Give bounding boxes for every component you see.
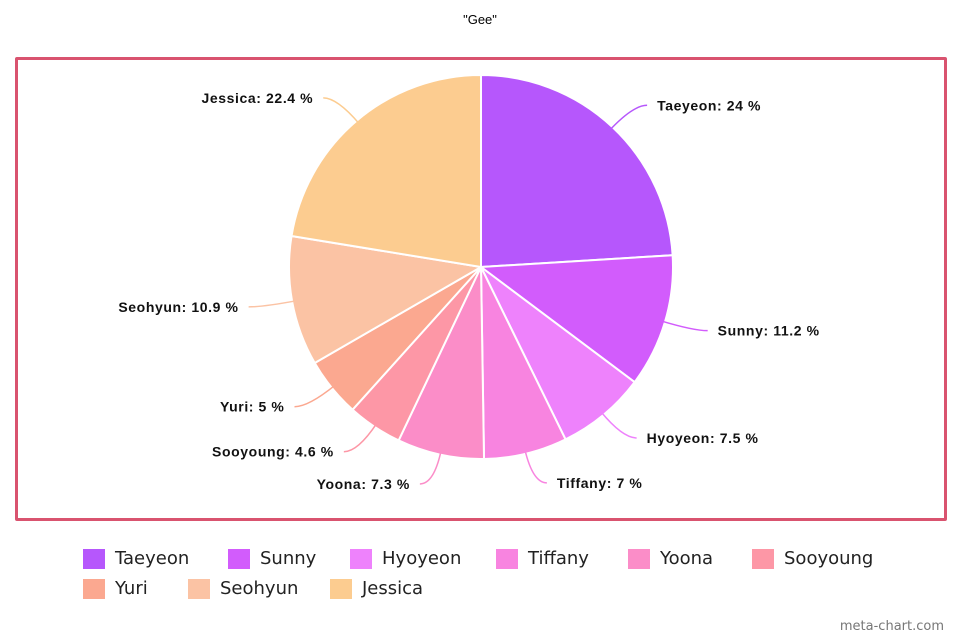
- pie-slice-jessica[interactable]: [290, 73, 482, 269]
- legend-item-yuri[interactable]: Yuri: [83, 578, 148, 599]
- data-label-jessica: Jessica: 22.4 %: [201, 90, 313, 106]
- chart-frame: [15, 57, 947, 521]
- legend-swatch: [228, 548, 250, 569]
- leader-line-tiffany: [524, 449, 547, 484]
- leader-line-yuri: [294, 384, 336, 408]
- chart-title: "Gee": [463, 12, 497, 27]
- leader-line-jessica: [323, 97, 360, 125]
- legend-label: Yuri: [115, 578, 148, 599]
- legend-label: Taeyeon: [115, 548, 190, 569]
- legend-swatch: [83, 548, 105, 569]
- data-label-tiffany: Tiffany: 7 %: [557, 475, 643, 491]
- data-label-hyoyeon: Hyoyeon: 7.5 %: [647, 430, 759, 446]
- data-label-sunny: Sunny: 11.2 %: [718, 323, 820, 339]
- legend-item-sooyoung[interactable]: Sooyoung: [752, 548, 873, 569]
- legend-label: Tiffany: [528, 548, 589, 569]
- legend-item-seohyun[interactable]: Seohyun: [188, 578, 298, 599]
- legend-item-hyoyeon[interactable]: Hyoyeon: [350, 548, 461, 569]
- legend-label: Yoona: [660, 548, 714, 569]
- data-label-taeyeon: Taeyeon: 24 %: [657, 97, 761, 113]
- legend-item-yoona[interactable]: Yoona: [628, 548, 713, 569]
- legend-swatch: [330, 578, 352, 599]
- legend-swatch: [83, 578, 105, 599]
- legend-swatch: [188, 578, 210, 599]
- leader-line-sooyoung: [343, 423, 378, 453]
- watermark: meta-chart.com: [839, 619, 944, 634]
- legend-swatch: [752, 548, 774, 569]
- data-label-yoona: Yoona: 7.3 %: [317, 476, 410, 492]
- leader-line-yoona: [419, 450, 442, 485]
- legend-item-jessica[interactable]: Jessica: [330, 578, 423, 599]
- legend-label: Seohyun: [220, 578, 299, 599]
- pie-slice-taeyeon[interactable]: [480, 73, 674, 269]
- data-label-sooyoung: Sooyoung: 4.6 %: [212, 444, 334, 460]
- leader-line-hyoyeon: [600, 411, 637, 439]
- legend-label: Jessica: [362, 578, 424, 599]
- legend-label: Hyoyeon: [382, 548, 462, 569]
- legend-swatch: [496, 548, 518, 569]
- legend-label: Sooyoung: [784, 548, 874, 569]
- legend-label: Sunny: [260, 548, 317, 569]
- leader-line-seohyun: [248, 300, 297, 308]
- legend-item-taeyeon[interactable]: Taeyeon: [83, 548, 189, 569]
- legend-item-tiffany[interactable]: Tiffany: [496, 548, 589, 569]
- legend-swatch: [628, 548, 650, 569]
- data-label-yuri: Yuri: 5 %: [220, 399, 285, 415]
- leader-line-taeyeon: [609, 104, 648, 131]
- data-label-seohyun: Seohyun: 10.9 %: [118, 299, 238, 315]
- legend-item-sunny[interactable]: Sunny: [228, 548, 316, 569]
- leader-line-sunny: [660, 320, 708, 332]
- legend-swatch: [350, 548, 372, 569]
